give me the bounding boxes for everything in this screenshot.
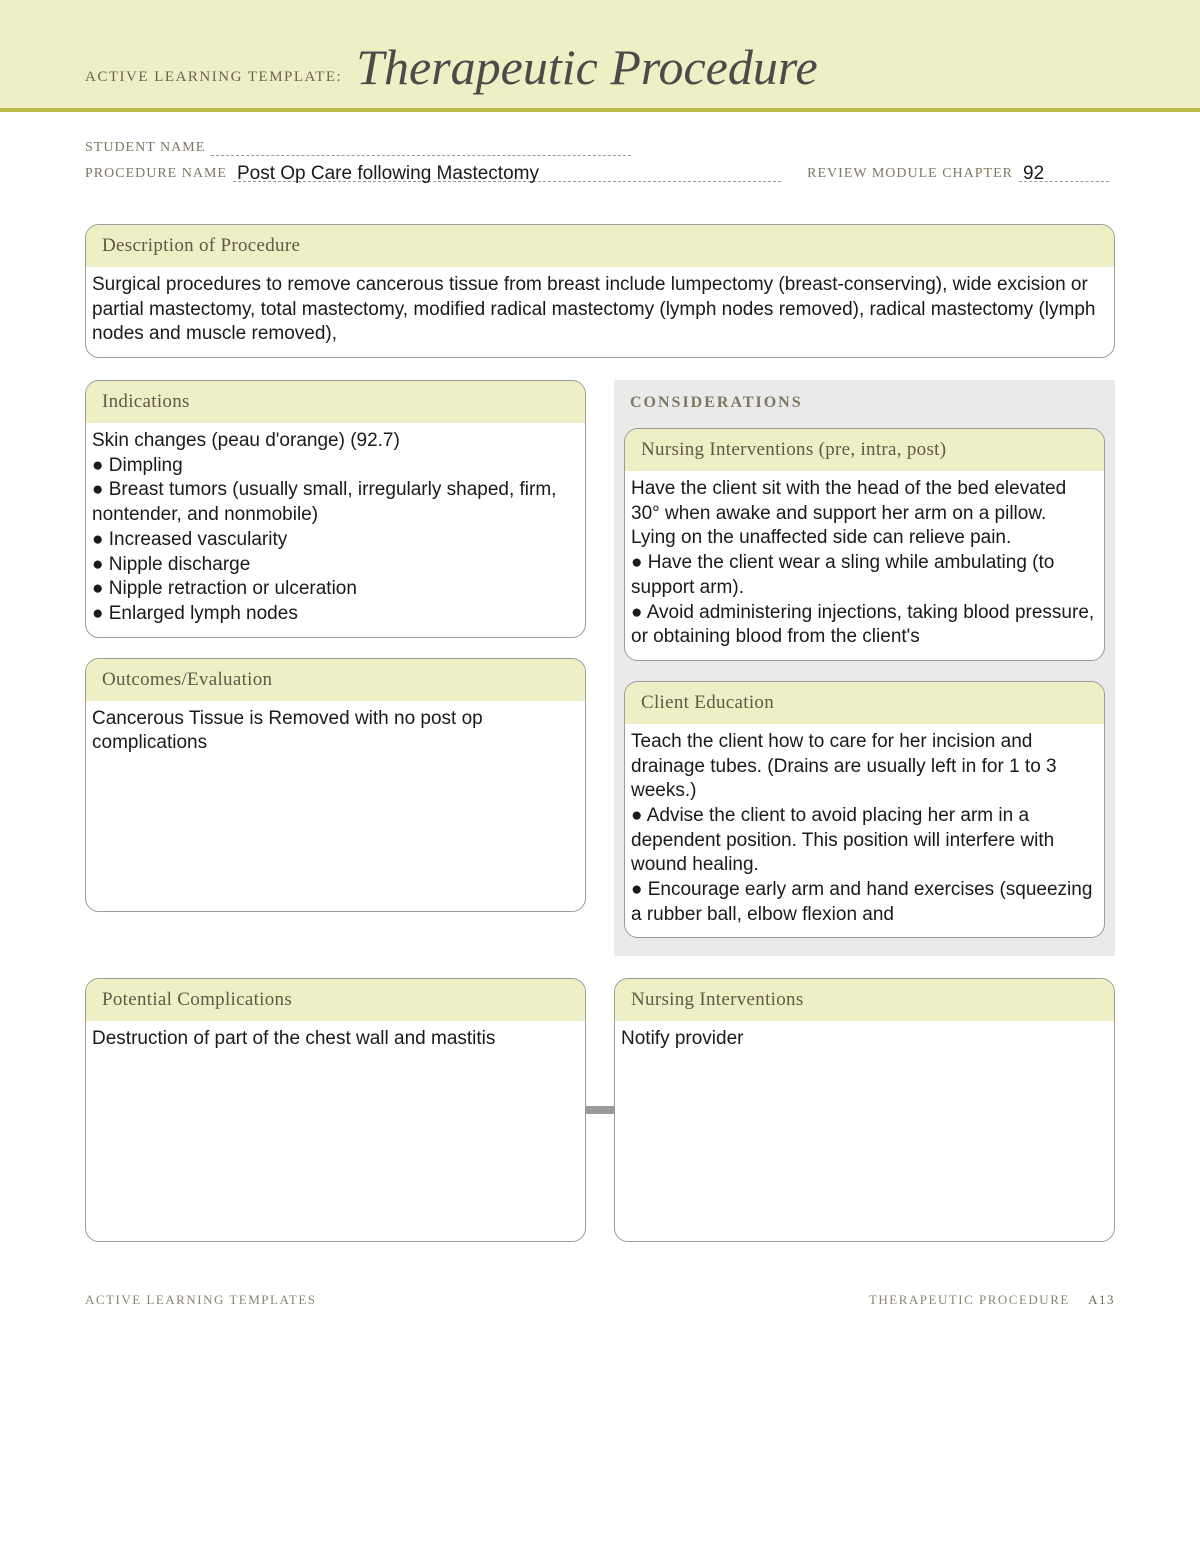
box-description: Description of Procedure Surgical proced…: [85, 224, 1115, 358]
footer-left: ACTIVE LEARNING TEMPLATES: [85, 1292, 317, 1308]
footer-right: THERAPEUTIC PROCEDURE A13: [869, 1292, 1115, 1308]
header-prefix: ACTIVE LEARNING TEMPLATE:: [85, 69, 342, 86]
considerations-wrap: CONSIDERATIONS Nursing Interventions (pr…: [614, 380, 1115, 956]
box-indications-title: Indications: [86, 381, 585, 423]
content-grid: Description of Procedure Surgical proced…: [85, 224, 1115, 1242]
box-nursing-pre-body: Have the client sit with the head of the…: [625, 471, 1104, 660]
footer: ACTIVE LEARNING TEMPLATES THERAPEUTIC PR…: [0, 1262, 1200, 1338]
box-description-title: Description of Procedure: [86, 225, 1114, 267]
header-band: ACTIVE LEARNING TEMPLATE: Therapeutic Pr…: [0, 0, 1200, 112]
considerations-label: CONSIDERATIONS: [624, 394, 1105, 412]
box-client-ed-body: Teach the client how to care for her inc…: [625, 724, 1104, 938]
meta-student-row: STUDENT NAME: [85, 138, 1115, 156]
header-title: Therapeutic Procedure: [356, 38, 817, 96]
student-name-field[interactable]: [211, 138, 631, 156]
box-nursing-pre: Nursing Interventions (pre, intra, post)…: [624, 428, 1105, 661]
box-nursing-int-body: Notify provider: [615, 1021, 1114, 1241]
box-client-ed: Client Education Teach the client how to…: [624, 681, 1105, 939]
box-client-ed-title: Client Education: [625, 682, 1104, 724]
box-outcomes: Outcomes/Evaluation Cancerous Tissue is …: [85, 658, 586, 912]
page-body: STUDENT NAME PROCEDURE NAME Post Op Care…: [0, 112, 1200, 1262]
box-complications-body: Destruction of part of the chest wall an…: [86, 1021, 585, 1241]
box-nursing-int-title: Nursing Interventions: [615, 979, 1114, 1021]
box-nursing-int: Nursing Interventions Notify provider: [614, 978, 1115, 1242]
box-complications-title: Potential Complications: [86, 979, 585, 1021]
box-nursing-pre-title: Nursing Interventions (pre, intra, post): [625, 429, 1104, 471]
footer-right-label: THERAPEUTIC PROCEDURE: [869, 1292, 1070, 1307]
box-indications-body: Skin changes (peau d'orange) (92.7) ● Di…: [86, 423, 585, 637]
footer-page-number: A13: [1088, 1292, 1115, 1307]
col-left: Indications Skin changes (peau d'orange)…: [85, 380, 586, 956]
student-name-label: STUDENT NAME: [85, 140, 205, 156]
procedure-name-label: PROCEDURE NAME: [85, 166, 227, 182]
col-right: CONSIDERATIONS Nursing Interventions (pr…: [614, 380, 1115, 956]
procedure-name-field[interactable]: Post Op Care following Mastectomy: [233, 164, 781, 182]
chapter-field[interactable]: 92: [1019, 164, 1109, 182]
row-bottom: Potential Complications Destruction of p…: [85, 978, 1115, 1242]
row-middle: Indications Skin changes (peau d'orange)…: [85, 380, 1115, 956]
chapter-label: REVIEW MODULE CHAPTER: [807, 166, 1013, 182]
box-indications: Indications Skin changes (peau d'orange)…: [85, 380, 586, 638]
box-complications: Potential Complications Destruction of p…: [85, 978, 586, 1242]
box-outcomes-title: Outcomes/Evaluation: [86, 659, 585, 701]
box-description-body: Surgical procedures to remove cancerous …: [86, 267, 1114, 357]
box-outcomes-body: Cancerous Tissue is Removed with no post…: [86, 701, 585, 911]
meta-procedure-row: PROCEDURE NAME Post Op Care following Ma…: [85, 164, 1115, 182]
box-connector: [586, 978, 614, 1242]
